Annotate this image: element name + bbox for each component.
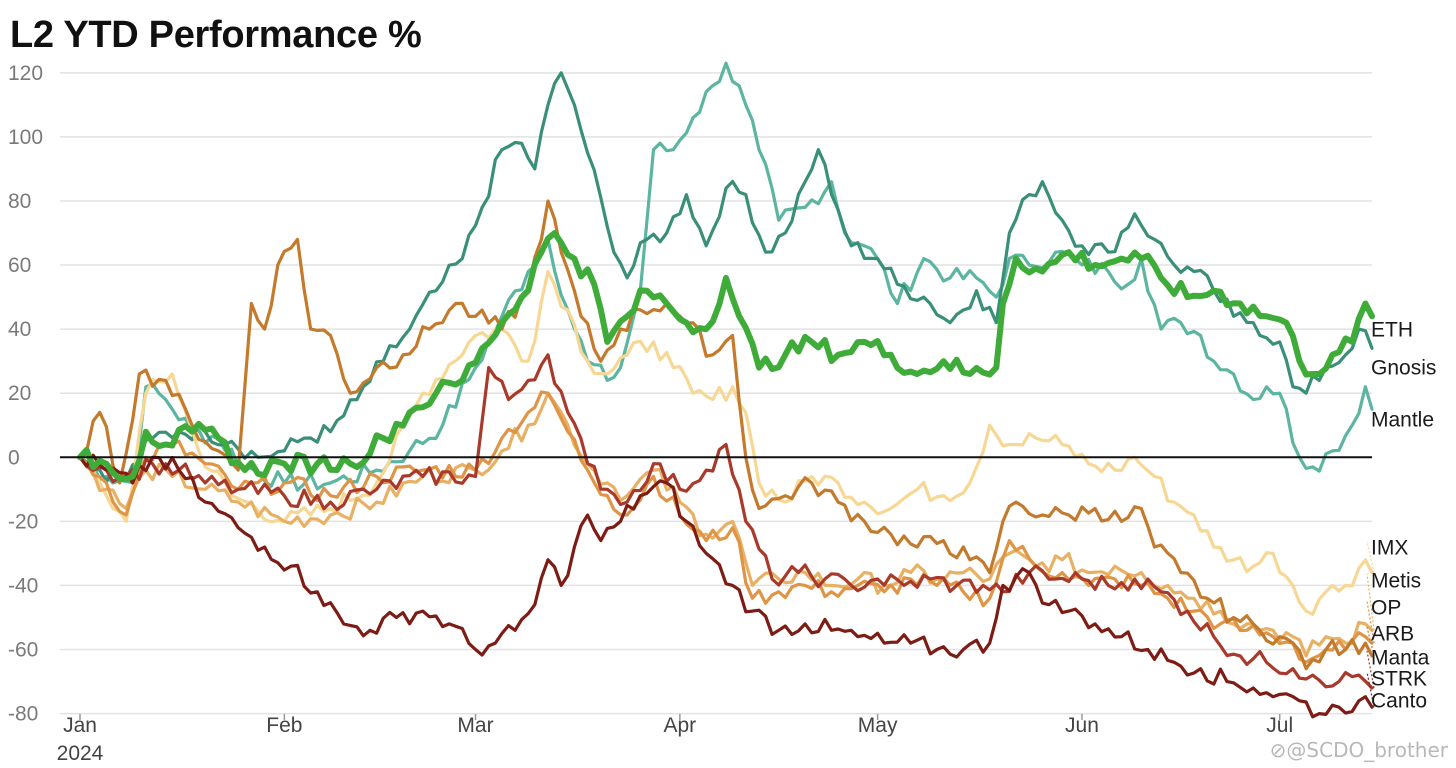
y-tick-label: 0 (8, 446, 20, 469)
y-tick-label: -80 (8, 703, 38, 726)
y-tick-label: 100 (8, 126, 43, 149)
y-tick-label: -60 (8, 639, 38, 662)
label-leader-metis (1366, 573, 1375, 631)
series-line-mantle (78, 61, 1374, 492)
series-labels: ETH Gnosis Mantle IMX Metis OP ARBMantaSTRKCan… (1366, 319, 1436, 713)
series-line-imx (78, 269, 1374, 616)
series-lines (77, 61, 1375, 719)
series-line-metis (78, 391, 1374, 658)
x-tick-label: Apr (664, 714, 697, 737)
label-leader-strk (1366, 671, 1375, 708)
series-label-mantle: Mantle (1371, 409, 1434, 432)
y-axis-ticks: -80 -60 -40 -20 0 20 40 60 80 100 120 (8, 62, 43, 726)
watermark-text: ⊘@SCDO_brother (1269, 738, 1448, 762)
x-tick-label: Mar (457, 714, 493, 737)
y-tick-label: 20 (8, 382, 31, 405)
label-leader-arb (1366, 626, 1375, 657)
y-tick-label: 60 (8, 254, 31, 277)
y-tick-label: 40 (8, 318, 31, 341)
series-label-manta: Manta (1371, 647, 1430, 670)
x-tick-label: Feb (266, 714, 302, 737)
series-line-eth (77, 230, 1375, 483)
series-line-op (78, 390, 1374, 664)
label-leader-imx (1366, 540, 1375, 573)
series-line-arb (78, 199, 1374, 671)
x-axis-ticks: Jan 2024 Feb Mar Apr May Jun Jul (57, 714, 1293, 765)
series-label-imx: IMX (1371, 537, 1408, 560)
y-tick-label: 80 (8, 190, 31, 213)
series-line-gnosis (78, 71, 1374, 484)
x-tick-label: Jun (1065, 714, 1099, 737)
x-tick-label: Jan (63, 714, 97, 737)
y-tick-label: -40 (8, 574, 38, 597)
series-line-strk (78, 453, 1374, 719)
series-line-manta (78, 353, 1374, 690)
series-label-arb: ARB (1371, 623, 1414, 646)
chart-title: L2 YTD Performance % (10, 14, 422, 56)
y-tick-label: -20 (8, 510, 38, 533)
x-tick-label: Jul (1266, 714, 1293, 737)
label-leader-op (1366, 600, 1375, 644)
x-tick-sublabel: 2024 (57, 742, 104, 765)
series-label-gnosis: Gnosis (1371, 357, 1436, 380)
x-tick-label: May (858, 714, 898, 737)
series-label-op: OP (1371, 597, 1401, 620)
y-tick-label: 120 (8, 62, 43, 85)
series-label-eth: ETH (1371, 319, 1413, 342)
series-label-metis: Metis (1371, 570, 1421, 593)
series-label-canto: Canto (1371, 690, 1427, 713)
series-label-strk: STRK (1371, 668, 1427, 691)
